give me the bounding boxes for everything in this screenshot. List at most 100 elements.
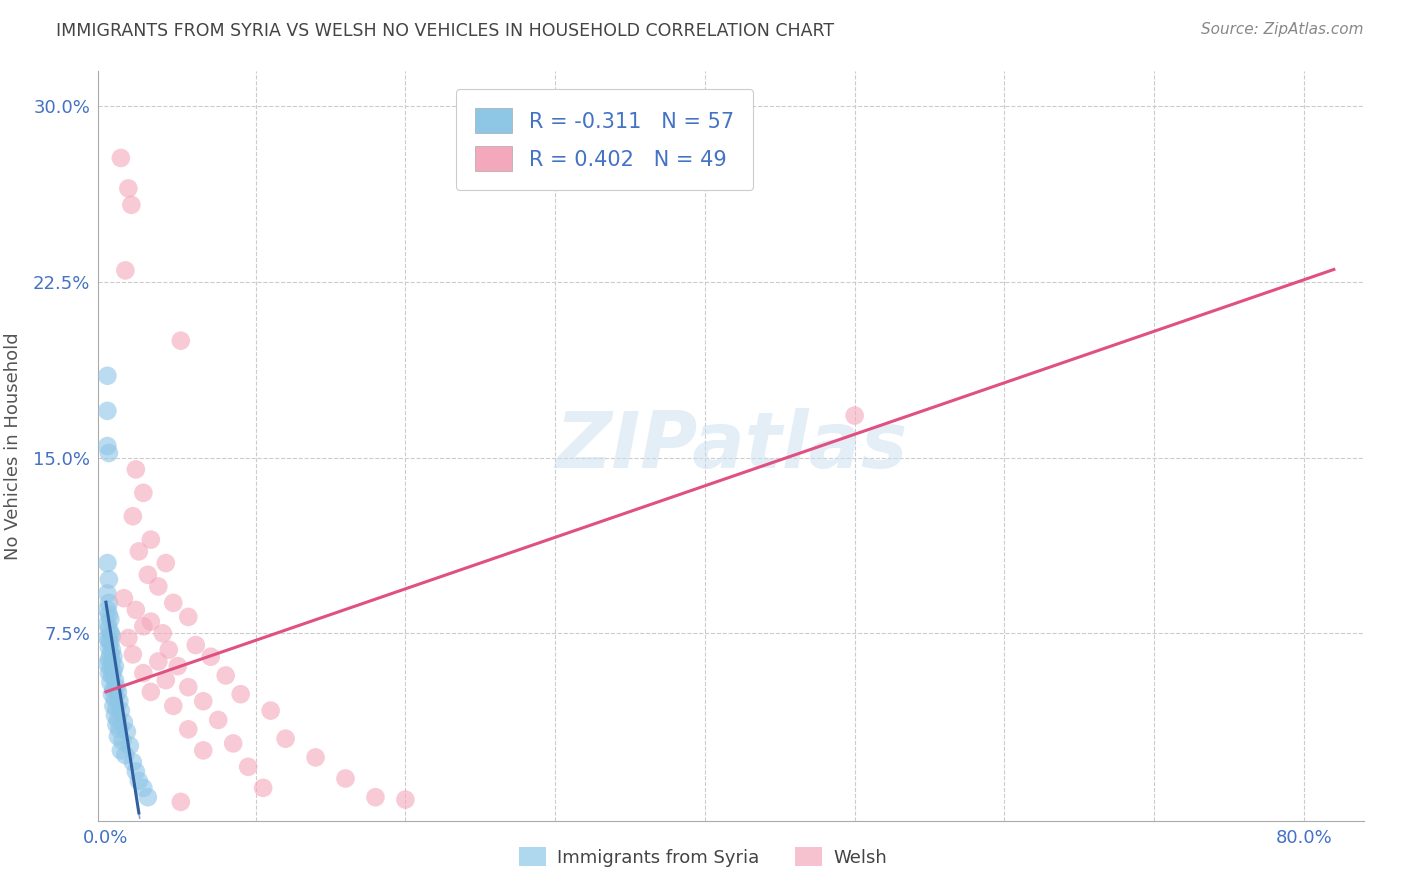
Text: IMMIGRANTS FROM SYRIA VS WELSH NO VEHICLES IN HOUSEHOLD CORRELATION CHART: IMMIGRANTS FROM SYRIA VS WELSH NO VEHICL… [56, 22, 834, 40]
Point [112, 591, 135, 606]
Point [110, 704, 132, 718]
Legend: R = -0.311   N = 57, R = 0.402   N = 49: R = -0.311 N = 57, R = 0.402 N = 49 [456, 89, 754, 190]
Point [96, 617, 118, 632]
Point [193, 694, 215, 708]
Point [132, 780, 155, 795]
Point [170, 795, 193, 809]
Point [335, 772, 357, 786]
Point [136, 790, 159, 805]
Point [162, 698, 184, 713]
Point [108, 694, 131, 708]
Point [115, 724, 138, 739]
Point [100, 626, 122, 640]
Point [110, 743, 132, 757]
Point [97, 652, 120, 666]
Point [177, 723, 200, 737]
Point [101, 668, 124, 682]
Point [112, 715, 135, 730]
Point [364, 790, 387, 805]
Point [97, 596, 120, 610]
Point [155, 556, 177, 570]
Point [128, 544, 150, 558]
Point [177, 610, 200, 624]
Point [97, 573, 120, 587]
Point [120, 198, 142, 212]
Point [162, 596, 184, 610]
Point [107, 685, 129, 699]
Point [844, 409, 866, 423]
Point [177, 680, 200, 694]
Point [128, 773, 150, 788]
Legend: Immigrants from Syria, Welsh: Immigrants from Syria, Welsh [512, 840, 894, 874]
Text: Source: ZipAtlas.com: Source: ZipAtlas.com [1201, 22, 1364, 37]
Point [97, 640, 120, 655]
Point [100, 612, 122, 626]
Point [105, 680, 128, 694]
Point [207, 713, 229, 727]
Point [394, 792, 416, 806]
Point [132, 485, 155, 500]
Point [100, 661, 122, 675]
Point [97, 446, 120, 460]
Point [101, 642, 124, 657]
Point [139, 533, 162, 547]
Point [101, 687, 124, 701]
Point [96, 368, 118, 383]
Point [117, 631, 139, 645]
Point [136, 567, 159, 582]
Point [114, 263, 136, 277]
Point [97, 607, 120, 622]
Point [96, 603, 118, 617]
Point [107, 713, 129, 727]
Point [96, 439, 118, 453]
Point [101, 655, 124, 669]
Point [117, 181, 139, 195]
Point [139, 615, 162, 629]
Point [104, 692, 127, 706]
Point [104, 659, 127, 673]
Point [125, 764, 148, 779]
Y-axis label: No Vehicles in Household: No Vehicles in Household [4, 332, 21, 560]
Point [200, 649, 222, 664]
Point [97, 622, 120, 636]
Point [96, 404, 118, 418]
Point [132, 666, 155, 681]
Point [170, 334, 193, 348]
Point [101, 629, 124, 643]
Point [132, 619, 155, 633]
Point [148, 655, 170, 669]
Point [152, 626, 174, 640]
Point [97, 633, 120, 648]
Point [259, 704, 281, 718]
Point [103, 664, 125, 678]
Point [238, 760, 260, 774]
Point [104, 673, 127, 688]
Point [100, 675, 122, 690]
Point [148, 580, 170, 594]
Point [118, 739, 141, 753]
Point [121, 755, 143, 769]
Point [111, 734, 134, 748]
Point [105, 717, 128, 731]
Point [121, 509, 143, 524]
Point [103, 649, 125, 664]
Point [100, 635, 122, 649]
Point [103, 682, 125, 697]
Point [97, 666, 120, 681]
Point [96, 556, 118, 570]
Point [139, 685, 162, 699]
Point [304, 750, 326, 764]
Point [121, 648, 143, 662]
Point [114, 747, 136, 762]
Point [103, 698, 125, 713]
Point [96, 657, 118, 671]
Point [108, 723, 131, 737]
Text: ZIPatlas: ZIPatlas [555, 408, 907, 484]
Point [166, 659, 188, 673]
Point [184, 638, 207, 652]
Point [252, 780, 274, 795]
Point [104, 708, 127, 723]
Point [229, 687, 252, 701]
Point [105, 701, 128, 715]
Point [222, 736, 245, 750]
